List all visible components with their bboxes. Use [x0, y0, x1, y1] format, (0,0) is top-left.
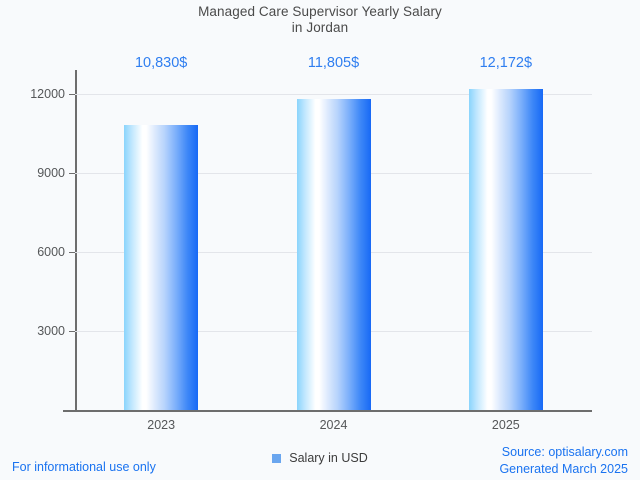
chart-title-line-2: in Jordan [291, 20, 349, 35]
y-axis-tick-mark [69, 93, 75, 96]
bar-2024[interactable] [296, 98, 371, 410]
footer-generated: Generated March 2025 [499, 462, 628, 476]
y-axis-line [75, 70, 77, 411]
y-axis-tick-mark [69, 172, 75, 175]
y-axis-tick-label: 12000 [30, 86, 65, 101]
chart-legend: Salary in USD [0, 451, 640, 465]
bar-2023[interactable] [124, 124, 199, 410]
plot-area: 3000 6000 9000 12000 [30, 70, 592, 410]
x-axis-tick-label-2025: 2025 [491, 418, 520, 432]
gridline [75, 93, 592, 95]
bar-2025[interactable] [468, 89, 543, 410]
chart-title: Managed Care Supervisor Yearly Salary in… [0, 4, 640, 36]
bar-value-label-2025: 12,172$ [479, 55, 533, 71]
bar-value-label-2023: 10,830$ [134, 55, 188, 71]
y-axis-tick-label: 6000 [37, 244, 65, 259]
footer-source: Source: optisalary.com [501, 445, 628, 459]
y-axis-tick-label: 3000 [37, 323, 65, 338]
x-axis-line [63, 410, 592, 412]
y-axis-tick-mark [69, 251, 75, 254]
bar-value-label-2024: 11,805$ [307, 55, 360, 71]
footer-disclaimer: For informational use only [12, 460, 156, 474]
legend-swatch-icon [272, 453, 282, 463]
y-axis-tick-mark [69, 330, 75, 333]
x-axis-tick-label-2023: 2023 [147, 418, 176, 432]
y-axis-tick-label: 9000 [37, 165, 65, 180]
legend-label-salary-in-usd: Salary in USD [289, 451, 368, 465]
x-axis-tick-label-2024: 2024 [319, 418, 348, 432]
footer-source-block: Source: optisalary.com Generated March 2… [499, 444, 628, 478]
chart-title-line-1: Managed Care Supervisor Yearly Salary [198, 4, 442, 19]
